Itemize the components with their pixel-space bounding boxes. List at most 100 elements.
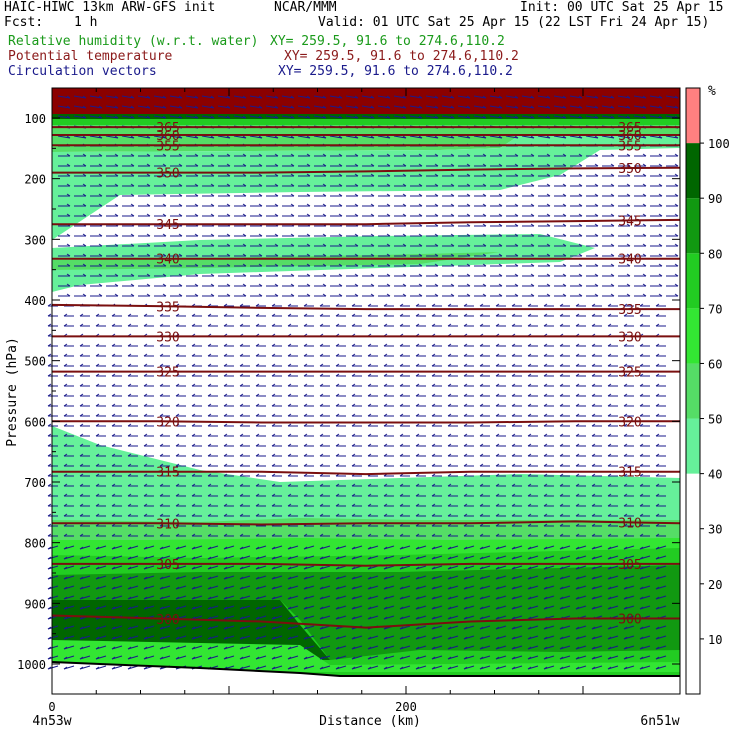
- vector-arrow-head: [306, 135, 311, 139]
- vector-arrow-head: [498, 213, 503, 217]
- vector-arrow-head: [674, 233, 679, 237]
- vector-arrow-head: [322, 173, 327, 177]
- vector-arrow-head: [383, 503, 388, 507]
- vector-arrow-head: [143, 423, 148, 427]
- vector-arrow-head: [274, 243, 279, 247]
- vector-arrow-head: [79, 453, 84, 457]
- isentrope-310: [52, 520, 681, 526]
- vector-arrow-head: [626, 95, 631, 99]
- vector-arrow: [479, 545, 491, 550]
- vector-arrow-head: [415, 616, 420, 620]
- vector-arrow-head: [514, 213, 519, 217]
- vector-arrow-head: [591, 363, 596, 367]
- vector-arrow-head: [162, 243, 167, 247]
- vector-arrow: [463, 565, 475, 570]
- vector-arrow: [137, 135, 151, 139]
- vector-arrow-head: [239, 343, 244, 347]
- vector-arrow-head: [626, 233, 631, 237]
- vector-arrow-head: [66, 283, 71, 287]
- vector-arrow-head: [162, 95, 167, 99]
- vector-arrow-head: [255, 666, 260, 670]
- vector-arrow-head: [207, 443, 212, 447]
- colorbar-bin: [686, 473, 700, 529]
- vector-arrow-head: [482, 213, 487, 217]
- vector-arrow-head: [66, 293, 71, 297]
- vector-arrow-head: [319, 513, 324, 517]
- vector-arrow-head: [274, 283, 279, 287]
- vector-arrow-head: [495, 513, 500, 517]
- vector-arrow-head: [447, 303, 452, 307]
- vector-arrow-head: [226, 293, 231, 297]
- vector-arrow-head: [655, 606, 660, 610]
- vector-arrow-head: [111, 503, 116, 507]
- vector-arrow-head: [431, 383, 436, 387]
- vector-arrow-head: [335, 383, 340, 387]
- vector-arrow-head: [431, 303, 436, 307]
- vector-arrow-head: [306, 273, 311, 277]
- vector-arrow-head: [130, 243, 135, 247]
- vector-arrow-head: [562, 203, 567, 207]
- vector-arrow: [495, 645, 507, 650]
- vector-arrow-head: [479, 403, 484, 407]
- vector-arrow-head: [319, 473, 324, 477]
- vector-arrow-head: [674, 263, 679, 267]
- vector-arrow-head: [178, 203, 183, 207]
- vector-arrow-head: [175, 453, 180, 457]
- isentrope-label-360: 360: [618, 129, 641, 144]
- vector-arrow-head: [146, 193, 151, 197]
- vector-arrow-head: [575, 463, 580, 467]
- vector-arrow-head: [159, 656, 164, 660]
- vector-arrow: [383, 555, 395, 560]
- vector-arrow: [239, 615, 251, 620]
- vector-arrow-head: [607, 606, 612, 610]
- vector-arrow-head: [479, 433, 484, 437]
- vector-arrow: [329, 95, 343, 99]
- vector-arrow: [79, 555, 91, 560]
- vector-arrow-head: [543, 646, 548, 650]
- vector-arrow-head: [114, 163, 119, 167]
- vector-arrow-head: [658, 253, 663, 257]
- vector-arrow-head: [498, 95, 503, 99]
- vector-arrow-head: [111, 413, 116, 417]
- vector-arrow-head: [223, 423, 228, 427]
- vector-arrow: [569, 95, 583, 99]
- vector-arrow: [191, 645, 203, 650]
- vector-arrow-head: [47, 616, 52, 620]
- vector-arrow-head: [290, 213, 295, 217]
- vector-arrow-head: [511, 403, 516, 407]
- vector-arrow: [159, 635, 171, 640]
- vector-arrow-head: [271, 596, 276, 600]
- vector-arrow-head: [319, 463, 324, 467]
- vector-arrow-head: [271, 533, 276, 537]
- vector-arrow-head: [338, 95, 343, 99]
- vector-arrow-head: [242, 153, 247, 157]
- vector-arrow-head: [79, 323, 84, 327]
- vector-arrow: [655, 545, 667, 550]
- vector-arrow-head: [447, 453, 452, 457]
- vector-arrow-head: [191, 363, 196, 367]
- vector-arrow-head: [367, 483, 372, 487]
- vector-arrow-head: [79, 473, 84, 477]
- vector-arrow-head: [463, 303, 468, 307]
- vector-arrow: [207, 635, 219, 640]
- isentrope-label-305: 305: [618, 558, 641, 573]
- vector-arrow-head: [447, 556, 452, 560]
- vector-arrow-head: [322, 95, 327, 99]
- vector-arrow-head: [79, 533, 84, 537]
- vector-arrow-head: [399, 636, 404, 640]
- colorbar-bin: [686, 253, 700, 309]
- vector-arrow: [431, 605, 443, 610]
- vector-arrow-head: [639, 423, 644, 427]
- vector-arrow-head: [463, 546, 468, 550]
- vector-arrow: [111, 545, 123, 550]
- vector-arrow: [463, 595, 475, 600]
- vector-arrow-head: [658, 115, 663, 119]
- y-tick-label: 100: [24, 112, 46, 126]
- vector-arrow-head: [351, 646, 356, 650]
- vector-arrow-head: [482, 115, 487, 119]
- vector-arrow-head: [639, 566, 644, 570]
- vector-arrow-head: [530, 95, 535, 99]
- vector-arrow-head: [191, 533, 196, 537]
- vector-arrow: [127, 545, 139, 550]
- y-tick-label: 700: [24, 476, 46, 490]
